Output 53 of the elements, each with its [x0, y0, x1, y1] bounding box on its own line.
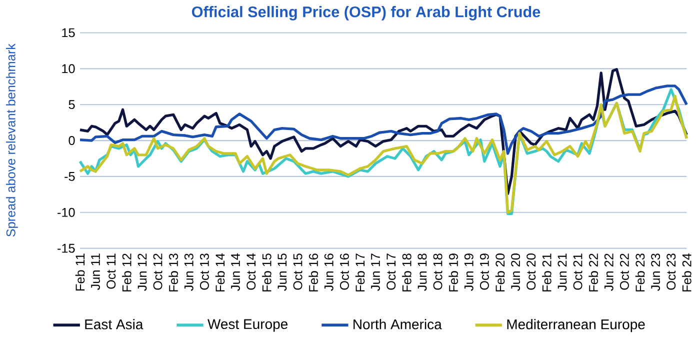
x-tick-label: Jun 19 — [464, 254, 474, 291]
x-tick-label: Oct 13 — [200, 254, 209, 290]
x-tick-label: Oct 12 — [153, 254, 162, 290]
y-tick-label: -10 — [58, 208, 75, 217]
x-tick-label: Jun 22 — [604, 254, 614, 291]
x-tick-label: Feb 13 — [168, 254, 178, 292]
legend-label: Mediterranean Europe — [507, 319, 645, 332]
x-tick-label: Jun 12 — [138, 254, 147, 291]
x-tick-label: Feb 22 — [588, 254, 598, 292]
x-tick-label: Oct 15 — [293, 254, 302, 290]
x-tick-label: Feb 23 — [635, 254, 645, 292]
x-tick-label: Oct 18 — [433, 254, 442, 290]
x-tick-label: Jun 11 — [91, 254, 100, 290]
x-tick-label: Feb 15 — [262, 254, 272, 292]
x-tick-label: Feb 17 — [355, 254, 365, 292]
x-tick-label: Feb 18 — [402, 254, 412, 292]
y-tick-label: -5 — [64, 172, 75, 181]
x-tick-label: Feb 16 — [308, 254, 318, 292]
y-tick-label: 15 — [62, 28, 75, 38]
x-tick-label: Feb 19 — [448, 254, 458, 292]
x-tick-label: Oct 20 — [526, 254, 536, 290]
x-tick-label: Feb 11 — [75, 254, 85, 290]
y-axis-title: Spread above relevant benchmark — [6, 44, 18, 237]
x-tick-label: Feb 14 — [215, 253, 225, 292]
x-tick-label: Jun 21 — [558, 254, 567, 291]
x-tick-label: Oct 21 — [573, 254, 582, 290]
x-tick-label: Feb 20 — [495, 254, 505, 292]
x-tick-label: Jun 15 — [278, 254, 287, 291]
x-tick-label: Jun 13 — [184, 254, 194, 291]
x-tick-label: Oct 11 — [106, 254, 116, 289]
y-tick-label: 0 — [68, 136, 75, 146]
x-tick-label: Oct 19 — [480, 254, 489, 290]
x-tick-label: Feb 12 — [122, 254, 132, 292]
x-tick-label: Jun 16 — [324, 254, 334, 291]
legend-label: East Asia — [85, 319, 144, 330]
legend-label: West Europe — [208, 319, 288, 332]
y-tick-label: 10 — [62, 64, 75, 74]
y-tick-label: 5 — [68, 100, 75, 110]
x-tick-label: Jun 23 — [651, 254, 660, 291]
y-tick-label: -15 — [58, 244, 75, 253]
x-tick-label: Oct 17 — [386, 254, 396, 290]
x-tick-label: Oct 16 — [340, 254, 349, 290]
x-tick-label: Feb 24 — [682, 253, 692, 292]
x-tick-label: Oct 22 — [620, 254, 629, 290]
x-tick-label: Oct 23 — [666, 254, 676, 290]
x-tick-label: Jun 20 — [511, 254, 520, 291]
x-tick-label: Jun 18 — [418, 254, 427, 291]
x-tick-label: Oct 14 — [246, 253, 256, 290]
x-tick-label: Feb 21 — [542, 254, 552, 292]
x-tick-label: Jun 17 — [371, 254, 380, 291]
x-tick-label: Jun 14 — [231, 253, 240, 291]
legend-label: North America — [354, 319, 442, 330]
chart-title: Official Selling Price (OSP) for Arab Light Crude — [192, 6, 540, 20]
